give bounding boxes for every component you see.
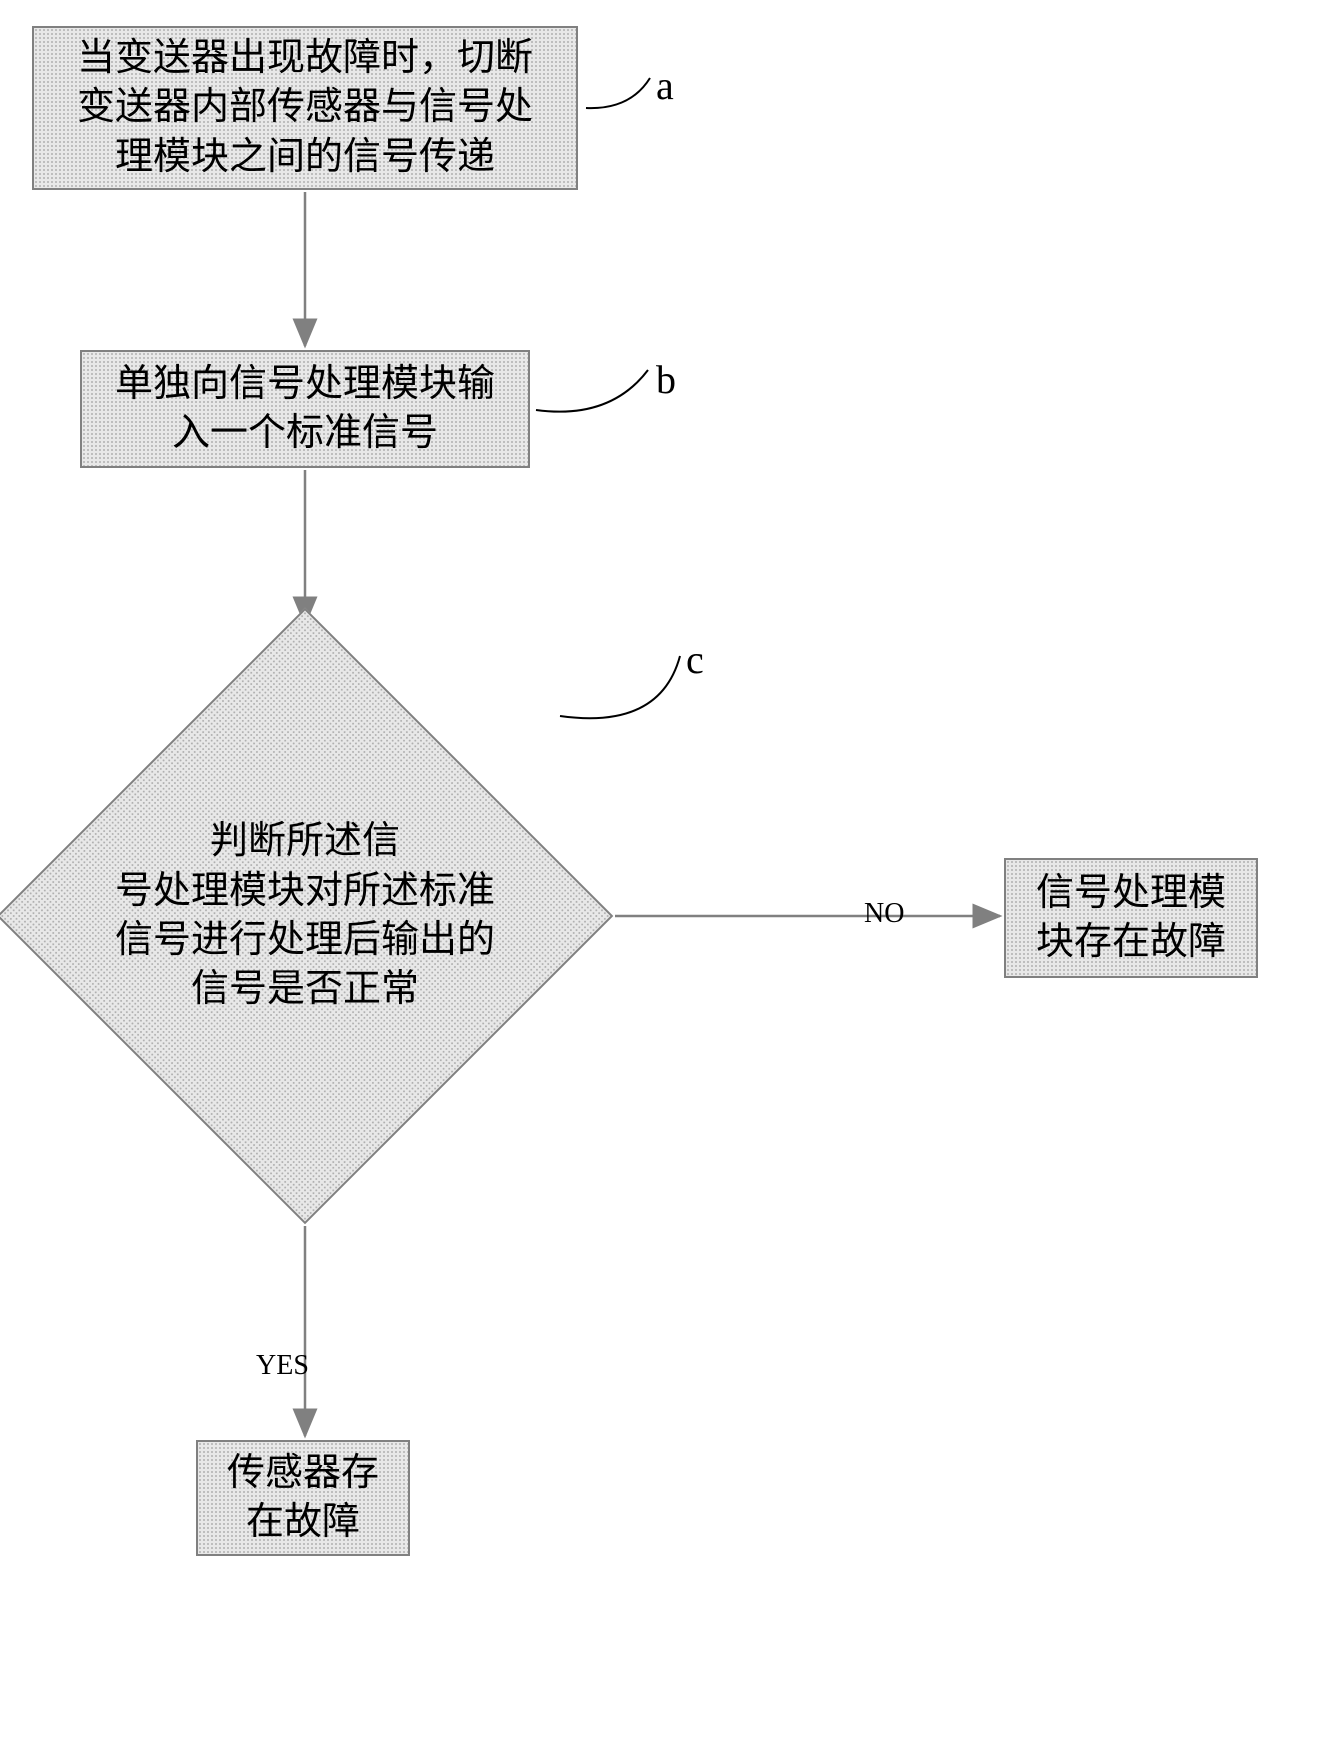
node-result-no-text: 信号处理模块存在故障 <box>1036 869 1226 968</box>
flowchart-container: 当变送器出现故障时，切断变送器内部传感器与信号处理模块之间的信号传递 a 单独向… <box>0 0 1326 1744</box>
node-result-no: 信号处理模块存在故障 <box>1004 858 1258 978</box>
node-result-yes-text: 传感器存在故障 <box>227 1449 379 1548</box>
arrow-c-yes <box>0 0 400 1450</box>
edge-label-no: NO <box>864 898 904 930</box>
node-result-yes: 传感器存在故障 <box>196 1440 410 1556</box>
edge-label-yes: YES <box>256 1350 309 1382</box>
